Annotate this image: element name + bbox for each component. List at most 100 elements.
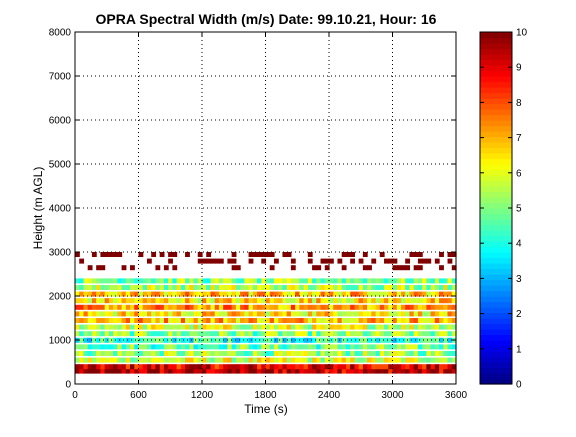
heatmap-cell-720 bbox=[75, 318, 80, 323]
heatmap-cell-554 bbox=[134, 331, 140, 337]
heatmap-cell-435 bbox=[392, 344, 398, 350]
heatmap-cell-308 bbox=[235, 351, 241, 356]
heatmap-cell-410 bbox=[286, 344, 292, 350]
heatmap-cell-81 bbox=[417, 368, 423, 374]
heatmap-cell-40 bbox=[244, 368, 250, 374]
heatmap-cell-688 bbox=[320, 324, 326, 330]
heatmap-cell-372 bbox=[125, 344, 131, 350]
heatmap-cell-1371 bbox=[405, 265, 411, 271]
heatmap-cell-62 bbox=[337, 368, 343, 374]
heatmap-cell-1051 bbox=[333, 298, 339, 304]
heatmap-cell-1224 bbox=[303, 285, 309, 290]
colorbar-swatch bbox=[480, 98, 512, 105]
heatmap-cell-1208 bbox=[235, 285, 241, 290]
heatmap-cell-1048 bbox=[320, 298, 326, 304]
heatmap-cell-212 bbox=[210, 357, 216, 363]
colorbar-swatch bbox=[480, 197, 512, 204]
heatmap-cell-848 bbox=[235, 311, 241, 317]
heatmap-cell-1110 bbox=[202, 291, 207, 297]
heatmap-cell-556 bbox=[142, 331, 148, 337]
heatmap-cell-717 bbox=[443, 324, 449, 330]
heatmap-cell-670 bbox=[244, 324, 250, 330]
heatmap-cell-690 bbox=[329, 324, 334, 330]
heatmap-cell-1064 bbox=[388, 298, 394, 304]
heatmap-cell-257 bbox=[400, 357, 406, 363]
heatmap-cell-405 bbox=[265, 344, 271, 350]
heatmap-cell-591 bbox=[290, 331, 296, 337]
heatmap-cell-1170 bbox=[75, 285, 80, 290]
heatmap-cell-1023 bbox=[214, 298, 220, 304]
heatmap-cell-335 bbox=[350, 351, 355, 356]
heatmap-cell-1059 bbox=[367, 298, 372, 304]
heatmap-cell-845 bbox=[223, 311, 228, 317]
heatmap-cell-1439 bbox=[413, 252, 419, 257]
heatmap-cell-601 bbox=[333, 331, 339, 337]
heatmap-cell-1189 bbox=[155, 285, 161, 290]
heatmap-cell-1024 bbox=[218, 298, 224, 304]
heatmap-cell-543 bbox=[87, 331, 93, 337]
heatmap-cell-82 bbox=[422, 368, 427, 374]
heatmap-cell-939 bbox=[240, 304, 245, 310]
heatmap-cell-768 bbox=[278, 318, 284, 323]
heatmap-cell-1107 bbox=[189, 291, 195, 297]
heatmap-cell-146 bbox=[312, 364, 317, 370]
heatmap-cell-247 bbox=[358, 357, 364, 363]
heatmap-cell-298 bbox=[193, 351, 199, 356]
heatmap-cell-1055 bbox=[350, 298, 355, 304]
heatmap-cell-1129 bbox=[282, 291, 288, 297]
heatmap-cell-106 bbox=[142, 364, 148, 370]
heatmap-cell-23 bbox=[172, 368, 178, 374]
heatmap-cell-1372 bbox=[413, 265, 419, 271]
heatmap-cell-130 bbox=[244, 364, 250, 370]
heatmap-cell-507 bbox=[316, 337, 322, 343]
heatmap-cell-265 bbox=[434, 357, 440, 363]
heatmap-cell-803 bbox=[426, 318, 432, 323]
heatmap-cell-442 bbox=[422, 344, 427, 350]
heatmap-cell-388 bbox=[193, 344, 199, 350]
heatmap-cell-1084 bbox=[91, 291, 97, 297]
heatmap-cell-796 bbox=[396, 318, 402, 323]
heatmap-cell-259 bbox=[409, 357, 415, 363]
heatmap-cell-678 bbox=[278, 324, 284, 330]
heatmap-cell-965 bbox=[350, 304, 355, 310]
heatmap-cell-579 bbox=[240, 331, 245, 337]
heatmap-cell-1232 bbox=[337, 285, 343, 290]
heatmap-cell-615 bbox=[392, 331, 398, 337]
heatmap-cell-819 bbox=[113, 311, 118, 317]
heatmap-cell-304 bbox=[218, 351, 224, 356]
heatmap-cell-945 bbox=[265, 304, 271, 310]
heatmap-cell-1004 bbox=[134, 298, 140, 304]
heatmap-cell-892 bbox=[422, 311, 427, 317]
heatmap-cell-1087 bbox=[104, 291, 110, 297]
heatmap-cell-1142 bbox=[337, 291, 343, 297]
heatmap-cell-41 bbox=[248, 368, 254, 374]
heatmap-cell-18 bbox=[151, 368, 157, 374]
heatmap-cell-725 bbox=[96, 318, 101, 323]
heatmap-cell-1113 bbox=[214, 291, 220, 297]
y-tick-label: 8000 bbox=[49, 28, 72, 39]
heatmap-cell-1231 bbox=[333, 285, 339, 290]
heatmap-cell-1188 bbox=[151, 285, 157, 290]
heatmap-cell-369 bbox=[113, 344, 118, 350]
heatmap-cell-765 bbox=[265, 318, 271, 323]
colorbar-swatch bbox=[480, 345, 512, 352]
heatmap-cell-990 bbox=[75, 298, 80, 304]
heatmap-cell-557 bbox=[146, 331, 152, 337]
heatmap-cell-339 bbox=[367, 351, 372, 356]
heatmap-cell-552 bbox=[125, 331, 131, 337]
heatmap-cell-946 bbox=[269, 304, 275, 310]
heatmap-cell-15 bbox=[138, 368, 144, 374]
heatmap-cell-1358 bbox=[231, 265, 237, 271]
heatmap-cell-926 bbox=[185, 304, 190, 310]
heatmap-cell-992 bbox=[83, 298, 89, 304]
heatmap-cell-934 bbox=[218, 304, 224, 310]
heatmap-cell-274 bbox=[91, 351, 97, 356]
heatmap-cell-12 bbox=[125, 368, 131, 374]
heatmap-cell-627 bbox=[443, 331, 449, 337]
heatmap-cell-1375 bbox=[451, 265, 457, 271]
heatmap-cell-159 bbox=[367, 364, 372, 370]
heatmap-cell-958 bbox=[320, 304, 326, 310]
heatmap-cell-1159 bbox=[409, 291, 415, 297]
heatmap-cell-1229 bbox=[324, 285, 330, 290]
heatmap-cell-220 bbox=[244, 357, 250, 363]
